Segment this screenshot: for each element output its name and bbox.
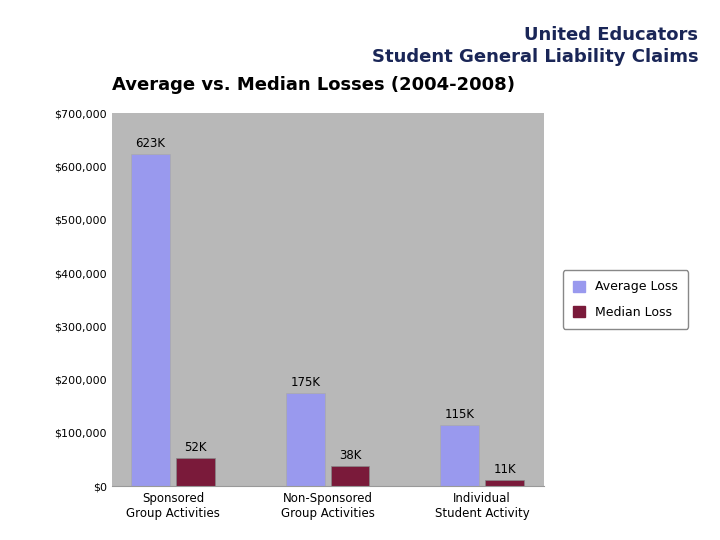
Text: 175K: 175K xyxy=(290,376,320,389)
Text: 623K: 623K xyxy=(135,137,166,150)
Bar xyxy=(286,393,325,486)
Bar xyxy=(176,458,215,486)
Bar xyxy=(330,466,369,486)
Legend: Average Loss, Median Loss: Average Loss, Median Loss xyxy=(563,271,688,329)
Text: 52K: 52K xyxy=(184,441,207,454)
Text: Student General Liability Claims: Student General Liability Claims xyxy=(372,48,698,66)
Text: 11K: 11K xyxy=(493,463,516,476)
Bar xyxy=(441,425,479,486)
Text: 38K: 38K xyxy=(339,449,361,462)
Text: United Educators: United Educators xyxy=(524,26,698,44)
Bar xyxy=(131,154,170,486)
Text: 115K: 115K xyxy=(445,408,474,421)
Bar xyxy=(485,480,524,486)
Text: Average vs. Median Losses (2004-2008): Average vs. Median Losses (2004-2008) xyxy=(112,77,515,94)
